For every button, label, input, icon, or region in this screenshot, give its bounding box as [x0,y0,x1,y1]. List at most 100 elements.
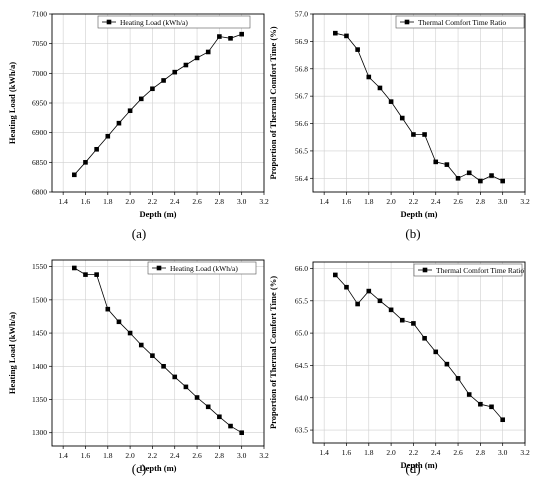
chart-panel-b: 1.4 1.6 1.8 2.0 2.2 2.4 2.6 2.8 3.0 3.2 56.4 56.5 56… [268,10,530,242]
data-point [161,78,166,83]
legend-box [395,15,525,29]
legend-marker [106,19,112,25]
x-tick-label: 2.2 [148,197,158,206]
data-point [83,272,88,277]
y-tick-label: 6850 [32,158,47,167]
data-point [83,160,88,165]
x-tick-label: 1.4 [319,197,329,206]
data-point [355,47,360,52]
panel-caption: (c) [132,461,146,476]
x-tick-label: 2.6 [453,448,463,457]
x-tick-label: 1.4 [58,451,68,460]
y-tick-label: 1300 [32,428,47,437]
y-tick-label: 65.5 [295,296,308,305]
data-point [444,162,450,167]
legend-label: Thermal Comfort Time Ratio [418,18,506,27]
x-tick-label: 2.2 [409,197,419,206]
x-tick-label: 2.2 [148,451,158,460]
data-point [478,401,483,407]
legend-marker [404,19,410,25]
y-tick-label: 65.0 [295,329,308,338]
data-point [205,49,211,55]
x-tick-label: 1.6 [342,197,352,206]
y-tick-label: 56.7 [295,92,308,101]
data-point [333,30,338,36]
chart-panel-c: 1.4 1.6 1.8 2.0 2.2 2.4 2.6 2.8 3.0 3.2 1300 1350 14… [7,259,269,476]
data-point [217,414,222,420]
data-point [377,85,383,91]
x-tick-label: 2.0 [386,448,396,457]
x-tick-label: 1.6 [342,448,352,457]
plot-frame [312,13,526,193]
y-tick-label: 1450 [32,329,47,338]
chart-panel-a: 1.4 1.6 1.8 2.0 2.2 2.4 2.6 2.8 3.0 3.2 6800 6850 69… [7,10,269,242]
data-point [138,342,144,348]
data-point [411,321,416,326]
data-point [161,363,166,369]
x-tick-label: 2.0 [125,451,135,460]
x-tick-label: 2.6 [192,197,202,206]
x-tick-label: 3.2 [259,197,269,206]
x-axis-label: Depth (m) [400,209,437,219]
y-tick-label: 66.0 [295,264,308,273]
x-tick-label: 2.0 [386,197,396,206]
data-point [105,306,111,312]
data-point [388,307,394,313]
x-tick-label: 3.2 [520,448,530,457]
legend-label: Heating Load (kWh/a) [120,18,188,27]
series-line [74,33,242,176]
data-point [183,384,189,390]
legend-box [413,263,523,277]
x-tick-label: 3.0 [237,451,247,460]
x-tick-label: 3.0 [498,197,508,206]
data-point [444,361,450,367]
data-point [489,404,494,410]
data-point [194,395,200,400]
x-tick-label: 2.4 [170,197,180,206]
x-tick-label: 3.2 [520,197,530,206]
data-point [399,317,405,323]
data-point [366,74,372,80]
x-tick-label: 2.4 [431,448,441,457]
x-tick-label: 1.6 [81,451,91,460]
data-point [150,353,155,358]
x-tick-label: 2.8 [476,197,486,206]
data-point [344,284,349,290]
x-tick-label: 2.0 [125,197,135,206]
y-tick-label: 6800 [32,188,47,197]
y-tick-label: 56.6 [295,119,308,128]
legend-box [147,261,257,275]
data-point [478,178,483,184]
x-tick-label: 2.8 [476,448,486,457]
x-tick-label: 3.2 [259,451,269,460]
x-tick-label: 1.4 [58,197,68,206]
panel-caption: (a) [132,226,146,241]
legend-label: Heating Load (kWh/a) [170,264,238,273]
panel-caption: (d) [405,461,420,476]
x-tick-label: 2.8 [215,197,225,206]
y-tick-label: 7100 [32,10,47,19]
legend-box [97,15,251,29]
y-tick-label: 64.5 [295,361,308,370]
y-tick-label: 56.8 [295,64,308,73]
x-tick-label: 1.8 [364,448,374,457]
data-point [116,120,122,126]
data-point [377,298,383,304]
y-tick-label: 7000 [32,69,47,78]
y-tick-label: 7050 [32,39,47,48]
data-point [411,132,416,137]
legend-marker [156,265,162,271]
x-tick-label: 2.2 [409,448,419,457]
data-point [500,178,505,184]
data-point [94,272,99,277]
x-axis-label: Depth (m) [139,463,176,473]
data-point [433,159,439,165]
data-point [455,376,461,381]
data-point [344,33,349,39]
y-tick-label: 56.4 [295,174,308,183]
data-point [466,392,472,397]
y-tick-label: 1400 [32,362,47,371]
data-point [172,374,178,380]
